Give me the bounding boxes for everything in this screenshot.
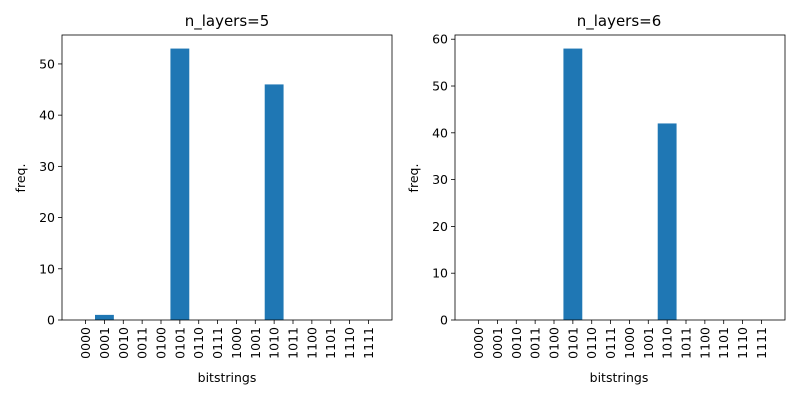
x-axis-label: bitstrings — [198, 370, 257, 385]
y-tick-label: 50 — [39, 56, 55, 71]
bar — [170, 48, 190, 320]
x-tick-label: 0010 — [116, 327, 131, 359]
x-tick-label: 1111 — [754, 327, 769, 359]
x-tick-label: 0101 — [172, 327, 187, 359]
x-tick-label: 1110 — [342, 327, 357, 359]
y-tick-label: 60 — [432, 32, 448, 47]
x-tick-label: 1100 — [304, 327, 319, 359]
x-tick-label: 0001 — [490, 327, 505, 359]
x-tick-label: 0110 — [191, 327, 206, 359]
x-tick-label: 1010 — [267, 327, 282, 359]
y-tick-label: 0 — [440, 313, 448, 328]
x-tick-label: 0011 — [528, 327, 543, 359]
x-tick-label: 0100 — [154, 327, 169, 359]
x-tick-label: 0111 — [603, 327, 618, 359]
x-tick-label: 1000 — [622, 327, 637, 359]
x-tick-label: 0011 — [135, 327, 150, 359]
bar — [563, 48, 583, 320]
x-tick-label: 0100 — [547, 327, 562, 359]
x-tick-label: 1011 — [679, 327, 694, 359]
x-tick-label: 0110 — [584, 327, 599, 359]
x-tick-label: 1101 — [716, 327, 731, 359]
x-tick-label: 0010 — [509, 327, 524, 359]
chart-title: n_layers=5 — [185, 12, 270, 31]
x-tick-label: 0000 — [471, 327, 486, 359]
y-axis-label: freq. — [13, 164, 28, 193]
x-tick-label: 0101 — [565, 327, 580, 359]
x-tick-label: 0000 — [78, 327, 93, 359]
x-tick-label: 1001 — [248, 327, 263, 359]
chart-right: n_layers=6 freq. bitstrings 0 10 20 30 40 50 6… — [406, 12, 786, 385]
x-tick-label: 1101 — [323, 327, 338, 359]
bar — [264, 84, 284, 320]
y-tick-label: 10 — [39, 261, 55, 276]
x-tick-label: 1100 — [697, 327, 712, 359]
x-tick-label: 1001 — [641, 327, 656, 359]
y-tick-label: 30 — [432, 172, 448, 187]
y-tick-label: 40 — [432, 125, 448, 140]
y-tick-label: 10 — [432, 266, 448, 281]
x-tick-label: 1111 — [361, 327, 376, 359]
y-tick-label: 40 — [39, 108, 55, 123]
x-tick-label: 1011 — [286, 327, 301, 359]
x-tick-label: 1000 — [229, 327, 244, 359]
bar — [95, 314, 114, 320]
x-tick-label: 0111 — [210, 327, 225, 359]
y-tick-label: 20 — [39, 210, 55, 225]
x-axis-label: bitstrings — [590, 370, 649, 385]
plot-frame — [61, 34, 393, 321]
chart-title: n_layers=6 — [577, 12, 662, 31]
x-tick-label: 1010 — [660, 327, 675, 359]
chart-left: n_layers=5 freq. bitstrings 0 10 20 30 40 50 0… — [13, 12, 393, 385]
bar — [657, 123, 677, 320]
x-tick-label: 0001 — [97, 327, 112, 359]
y-tick-label: 20 — [432, 219, 448, 234]
y-axis-label: freq. — [406, 164, 421, 193]
y-tick-label: 50 — [432, 79, 448, 94]
plot-frame — [454, 34, 786, 321]
y-tick-label: 0 — [47, 313, 55, 328]
x-tick-label: 1110 — [735, 327, 750, 359]
y-tick-label: 30 — [39, 159, 55, 174]
